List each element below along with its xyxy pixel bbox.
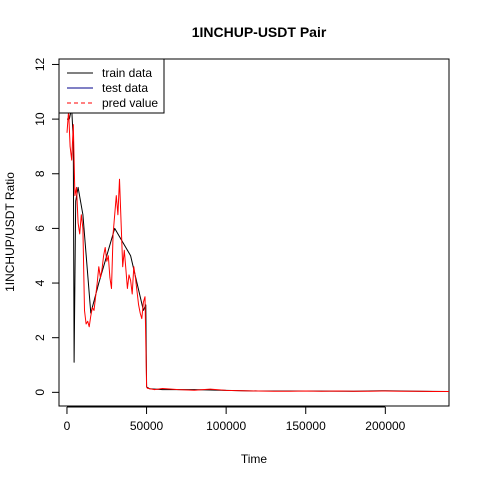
legend-label-pred: pred value bbox=[102, 96, 158, 110]
x-axis: 0 50000 100000 150000 200000 bbox=[64, 406, 406, 433]
legend-label-train: train data bbox=[102, 66, 152, 80]
y-axis-label: 1INCHUP/USDT Ratio bbox=[3, 172, 17, 292]
y-tick-label: 0 bbox=[33, 389, 47, 396]
chart-title: 1INCHUP-USDT Pair bbox=[192, 24, 327, 40]
legend-box bbox=[58, 58, 165, 114]
legend-label-test: test data bbox=[102, 81, 148, 95]
y-tick-label: 2 bbox=[33, 334, 47, 341]
y-tick-label: 6 bbox=[33, 225, 47, 232]
x-tick-label: 50000 bbox=[130, 419, 164, 433]
series-line-pred-value bbox=[66, 110, 449, 392]
y-axis: 0 2 4 6 8 10 12 bbox=[33, 57, 60, 396]
y-tick-label: 8 bbox=[33, 170, 47, 177]
y-tick-label: 10 bbox=[33, 112, 47, 126]
x-tick-label: 200000 bbox=[365, 419, 405, 433]
y-tick-label: 12 bbox=[33, 57, 47, 71]
x-tick-label: 150000 bbox=[286, 419, 326, 433]
x-tick-label: 100000 bbox=[206, 419, 246, 433]
y-tick-label: 4 bbox=[33, 279, 47, 286]
x-tick-label: 0 bbox=[64, 419, 71, 433]
legend: train data test data pred value bbox=[58, 58, 165, 114]
series-layer bbox=[66, 107, 450, 392]
x-axis-label: Time bbox=[241, 452, 268, 466]
